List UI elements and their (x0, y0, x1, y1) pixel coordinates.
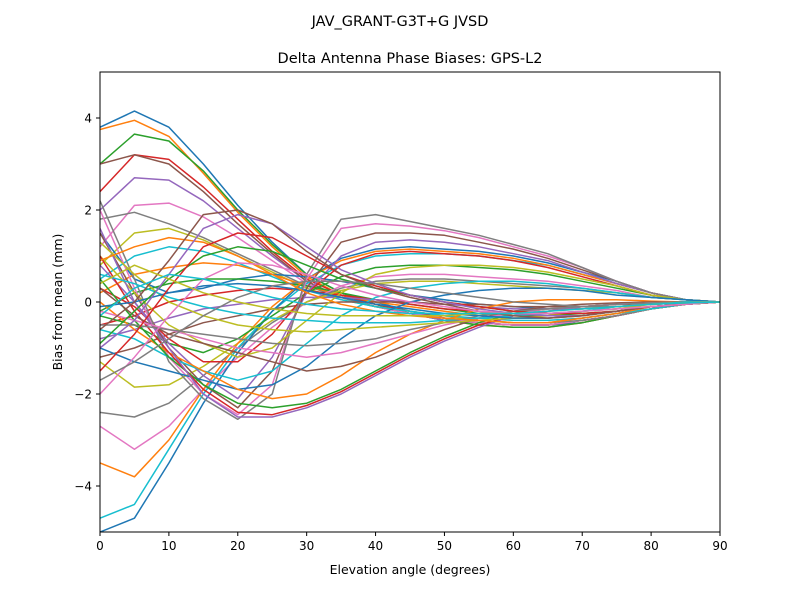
series-layer (100, 110, 720, 532)
x-tick-label: 80 (643, 539, 658, 553)
y-axis-label: Bias from mean (mm) (50, 234, 65, 371)
series-line-23 (100, 264, 720, 354)
series-line-38 (100, 301, 720, 347)
x-tick-label: 60 (506, 539, 521, 553)
series-line-50 (100, 273, 720, 317)
x-tick-label: 0 (96, 539, 104, 553)
y-tick-label: 4 (84, 112, 92, 126)
x-tick-label: 40 (368, 539, 383, 553)
x-tick-label: 90 (712, 539, 727, 553)
y-tick-label: −2 (74, 388, 92, 402)
x-tick-label: 10 (161, 539, 176, 553)
x-tick-label: 30 (299, 539, 314, 553)
series-line-25 (100, 239, 720, 400)
chart-title: Delta Antenna Phase Biases: GPS-L2 (278, 51, 543, 67)
series-line-28 (100, 200, 720, 421)
x-tick-label: 70 (575, 539, 590, 553)
axes-layer: 0 10 20 30 40 50 60 70 80 90 −4 −2 0 2 4 (74, 112, 727, 554)
series-line-36 (100, 287, 720, 372)
series-line-46 (100, 209, 720, 331)
plot-frame (99, 71, 721, 533)
y-tick-label: 0 (84, 296, 92, 310)
x-axis-label: Elevation angle (degrees) (330, 562, 491, 577)
y-tick-label: −4 (74, 480, 92, 494)
x-tick-label: 50 (437, 539, 452, 553)
x-tick-label: 20 (230, 539, 245, 553)
y-tick-label: 2 (84, 204, 92, 218)
figure-suptitle: JAV_GRANT-G3T+G JVSD (311, 14, 489, 30)
